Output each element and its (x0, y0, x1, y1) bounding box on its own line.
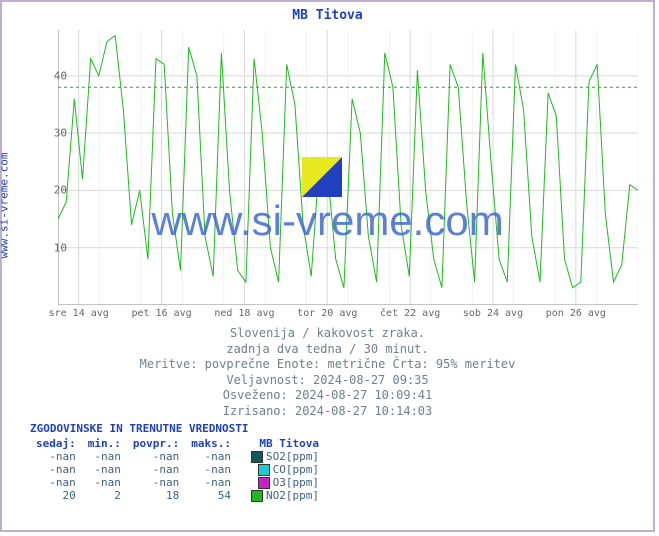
table-cell: -nan (185, 476, 237, 489)
chart-frame: www.si-vreme.com MB Titova www.si-vreme.… (0, 0, 655, 532)
meta-line-1: Slovenija / kakovost zraka. (2, 326, 653, 342)
table-cell: -nan (127, 463, 185, 476)
table-cell: -nan (185, 463, 237, 476)
table-row: -nan-nan-nan-nanSO2[ppm] (30, 450, 325, 463)
legend-label: CO[ppm] (273, 463, 319, 476)
y-tick-label: 20 (54, 184, 67, 197)
col-header: MB Titova (237, 437, 325, 450)
table-cell: -nan (30, 463, 82, 476)
legend-label: NO2[ppm] (266, 489, 319, 502)
values-table-block: ZGODOVINSKE IN TRENUTNE VREDNOSTI sedaj:… (30, 422, 325, 502)
meta-line-5: Osveženo: 2024-08-27 10:09:41 (2, 388, 653, 404)
legend-cell: O3[ppm] (237, 476, 325, 489)
table-row: -nan-nan-nan-nanCO[ppm] (30, 463, 325, 476)
col-header: min.: (82, 437, 127, 450)
legend-swatch (251, 451, 263, 463)
col-header: maks.: (185, 437, 237, 450)
legend-cell: CO[ppm] (237, 463, 325, 476)
x-tick-label: pon 26 avg (546, 308, 606, 319)
legend-label: SO2[ppm] (266, 450, 319, 463)
meta-line-3: Meritve: povprečne Enote: metrične Črta:… (2, 357, 653, 373)
table-cell: -nan (127, 476, 185, 489)
table-cell: -nan (30, 476, 82, 489)
values-table-header: ZGODOVINSKE IN TRENUTNE VREDNOSTI (30, 422, 325, 435)
x-tick-label: tor 20 avg (297, 308, 357, 319)
y-tick-label: 30 (54, 127, 67, 140)
y-tick-label: 40 (54, 69, 67, 82)
meta-line-2: zadnja dva tedna / 30 minut. (2, 342, 653, 358)
y-tick-label: 10 (54, 241, 67, 254)
table-cell: -nan (82, 463, 127, 476)
x-tick-label: sob 24 avg (463, 308, 523, 319)
table-cell: -nan (185, 450, 237, 463)
x-tick-label: pet 16 avg (131, 308, 191, 319)
values-table: sedaj:min.:povpr.:maks.:MB Titova -nan-n… (30, 437, 325, 502)
x-tick-label: sre 14 avg (49, 308, 109, 319)
legend-cell: NO2[ppm] (237, 489, 325, 502)
x-tick-label: ned 18 avg (214, 308, 274, 319)
legend-swatch (258, 464, 270, 476)
chart-title: MB Titova (2, 8, 653, 23)
col-header: povpr.: (127, 437, 185, 450)
legend-cell: SO2[ppm] (237, 450, 325, 463)
table-cell: 2 (82, 489, 127, 502)
table-cell: 20 (30, 489, 82, 502)
meta-line-4: Veljavnost: 2024-08-27 09:35 (2, 373, 653, 389)
table-cell: 18 (127, 489, 185, 502)
table-cell: -nan (30, 450, 82, 463)
meta-line-6: Izrisano: 2024-08-27 10:14:03 (2, 404, 653, 420)
table-cell: -nan (82, 476, 127, 489)
table-row: 2021854 NO2[ppm] (30, 489, 325, 502)
table-cell: -nan (82, 450, 127, 463)
legend-label: O3[ppm] (273, 476, 319, 489)
table-cell: 54 (185, 489, 237, 502)
plot-area (58, 30, 638, 305)
col-header: sedaj: (30, 437, 82, 450)
x-tick-label: čet 22 avg (380, 308, 440, 319)
legend-swatch (251, 490, 263, 502)
table-row: -nan-nan-nan-nanO3[ppm] (30, 476, 325, 489)
watermark-logo (302, 157, 342, 197)
legend-swatch (258, 477, 270, 489)
chart-metadata: Slovenija / kakovost zraka. zadnja dva t… (2, 326, 653, 420)
side-url: www.si-vreme.com (0, 153, 11, 259)
table-cell: -nan (127, 450, 185, 463)
